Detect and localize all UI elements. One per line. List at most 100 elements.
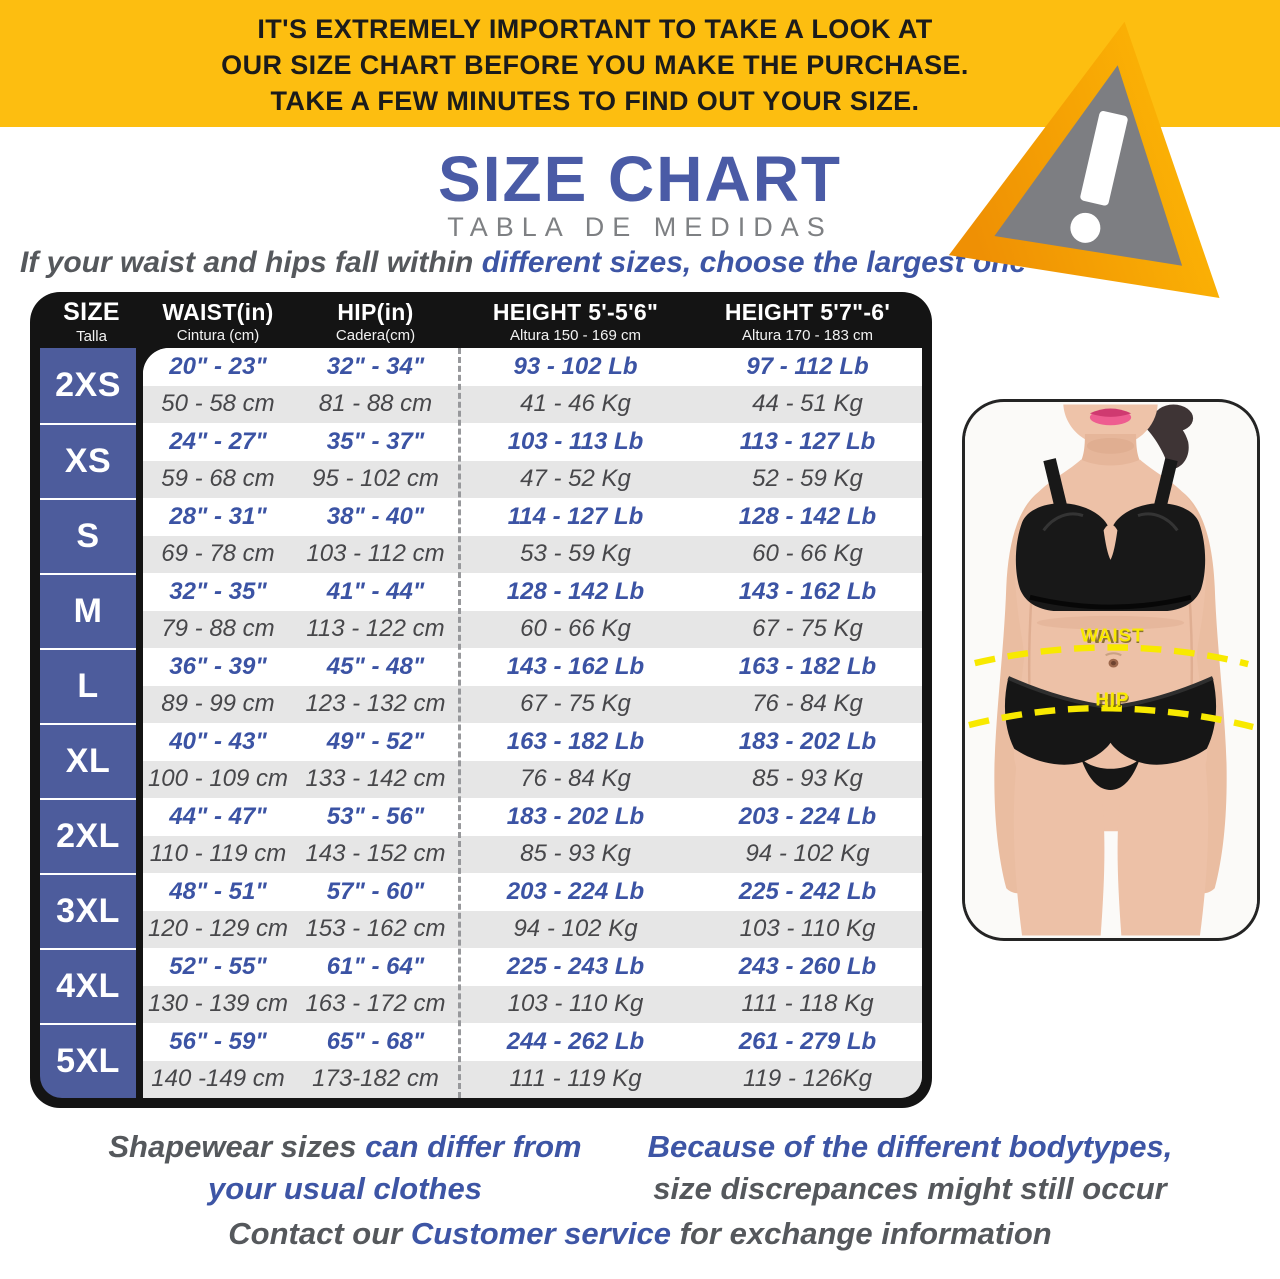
table-cell: 128 - 142 Lb — [506, 577, 645, 605]
table-cell: 85 - 93 Kg — [520, 840, 631, 868]
size-label-5XL: 5XL — [40, 1023, 136, 1098]
table-cell: 163 - 182 Lb — [506, 727, 645, 755]
measurements-panel: 20" - 23" 32" - 34" 93 - 102 Lb 97 - 112 Lb… — [143, 348, 922, 1098]
sizing-instruction: If your waist and hips fall within diffe… — [20, 246, 1026, 280]
page-subtitle: TABLA DE MEDIDAS — [447, 212, 833, 242]
warning-banner: IT'S EXTREMELY IMPORTANT TO TAKE A LOOK … — [0, 0, 1280, 127]
table-cell: 48" - 51" — [169, 877, 267, 905]
size-label-XL: XL — [40, 723, 136, 798]
table-cell: 120 - 129 cm — [147, 915, 289, 943]
table-cell: 47 - 52 Kg — [520, 465, 631, 493]
banner-line-1: IT'S EXTREMELY IMPORTANT TO TAKE A LOOK … — [257, 13, 933, 44]
table-cell: 65" - 68" — [326, 1027, 425, 1055]
table-cell: 103 - 113 Lb — [507, 427, 644, 455]
table-cell: 81 - 88 cm — [318, 390, 433, 418]
size-label-M: M — [40, 573, 136, 648]
table-cell: 60 - 66 Kg — [752, 540, 863, 568]
table-cell: 95 - 102 cm — [312, 465, 439, 493]
table-cell: 103 - 110 Kg — [739, 915, 876, 943]
table-row-L-imperial: 36" - 39" 45" - 48" 143 - 162 Lb 163 - 182 … — [143, 648, 922, 686]
table-cell: 140 -149 cm — [151, 1065, 285, 1093]
table-cell: 103 - 112 cm — [306, 540, 445, 568]
table-cell: 143 - 162 Lb — [506, 652, 645, 680]
model-photo: WAIST WAIST HIP HIP — [962, 399, 1260, 941]
table-cell: 143 - 152 cm — [305, 840, 446, 868]
header-hip: HIP(in) Cadera(cm) — [335, 298, 416, 344]
table-cell: 24" - 27" — [169, 427, 267, 455]
table-cell: 89 - 99 cm — [161, 690, 275, 718]
table-row-2XS-imperial: 20" - 23" 32" - 34" 93 - 102 Lb 97 - 112 Lb — [143, 348, 922, 386]
table-cell: 110 - 119 cm — [149, 840, 287, 868]
table-cell: 59 - 68 cm — [161, 465, 275, 493]
footer-note-right: Because of the different bodytypes, size … — [645, 1126, 1175, 1210]
banner-line-3: TAKE A FEW MINUTES TO FIND OUT YOUR SIZE… — [270, 85, 920, 116]
table-row-5XL-imperial: 56" - 59" 65" - 68" 244 - 262 Lb 261 - 279 … — [143, 1023, 922, 1061]
footer-left-blue-2: your usual clothes — [208, 1171, 482, 1206]
model-figure-illustration: WAIST WAIST HIP HIP — [965, 404, 1257, 936]
contact-customer-service: Customer service — [410, 1216, 680, 1251]
size-table-header: SIZE Talla WAIST(in) Cintura (cm) HIP(in… — [40, 292, 922, 348]
table-cell: 85 - 93 Kg — [752, 765, 863, 793]
table-cell: 111 - 119 Kg — [509, 1065, 642, 1093]
table-cell: 119 - 126Kg — [743, 1065, 872, 1093]
table-cell: 67 - 75 Kg — [520, 690, 631, 718]
table-cell: 243 - 260 Lb — [738, 952, 877, 980]
table-cell: 76 - 84 Kg — [520, 765, 631, 793]
size-table-body: 2XS XS S M L XL 2XL 3XL 4XL 5XL 20" - 23" 32" - 34… — [40, 348, 922, 1098]
table-cell: 261 - 279 Lb — [738, 1027, 877, 1055]
table-cell: 113 - 127 Lb — [739, 427, 876, 455]
table-cell: 94 - 102 Kg — [513, 915, 638, 943]
table-cell: 44 - 51 Kg — [752, 390, 863, 418]
header-waist: WAIST(in) Cintura (cm) — [162, 298, 274, 344]
table-cell: 113 - 122 cm — [306, 615, 445, 643]
table-row-4XL-metric: 130 - 139 cm 163 - 172 cm 103 - 110 Kg 111 … — [143, 985, 922, 1023]
table-cell: 114 - 127 Lb — [507, 502, 644, 530]
table-row-L-metric: 89 - 99 cm 123 - 132 cm 67 - 75 Kg 76 - 84 … — [143, 685, 922, 723]
table-cell: 93 - 102 Lb — [513, 352, 638, 380]
table-row-S-imperial: 28" - 31" 38" - 40" 114 - 127 Lb 128 - 142 … — [143, 498, 922, 536]
table-cell: 32" - 35" — [169, 577, 267, 605]
contact-post: for exchange information — [679, 1216, 1052, 1251]
table-cell: 60 - 66 Kg — [520, 615, 631, 643]
page-title: SIZE CHART — [438, 143, 842, 215]
size-label-3XL: 3XL — [40, 873, 136, 948]
table-cell: 52" - 55" — [169, 952, 267, 980]
table-cell: 52 - 59 Kg — [752, 465, 863, 493]
size-table: SIZE Talla WAIST(in) Cintura (cm) HIP(in… — [30, 292, 932, 1108]
instruction-normal: If your waist and hips fall within — [20, 246, 482, 279]
footer-note-left: Shapewear sizes can differ from your usua… — [60, 1126, 630, 1210]
table-row-S-metric: 69 - 78 cm 103 - 112 cm 53 - 59 Kg 60 - 66 … — [143, 535, 922, 573]
table-cell: 133 - 142 cm — [305, 765, 446, 793]
size-label-XS: XS — [40, 423, 136, 498]
table-cell: 40" - 43" — [169, 727, 267, 755]
table-cell: 130 - 139 cm — [147, 990, 289, 1018]
table-cell: 128 - 142 Lb — [738, 502, 877, 530]
table-cell: 36" - 39" — [169, 652, 267, 680]
table-cell: 53" - 56" — [326, 802, 425, 830]
table-row-2XS-metric: 50 - 58 cm 81 - 88 cm 41 - 46 Kg 44 - 51 Kg — [143, 385, 922, 423]
table-cell: 41" - 44" — [326, 577, 425, 605]
table-cell: 32" - 34" — [326, 352, 425, 380]
table-cell: 79 - 88 cm — [161, 615, 275, 643]
table-row-XL-metric: 100 - 109 cm 133 - 142 cm 76 - 84 Kg 85 - 9… — [143, 760, 922, 798]
table-cell: 28" - 31" — [169, 502, 267, 530]
footer-left-gray: Shapewear sizes — [108, 1129, 366, 1164]
header-height-tall: HEIGHT 5'7"-6' Altura 170 - 183 cm — [724, 298, 891, 344]
footer-right-gray: size discrepances might still occur — [653, 1171, 1167, 1206]
table-cell: 49" - 52" — [326, 727, 425, 755]
size-label-2XS: 2XS — [55, 366, 121, 404]
table-row-M-metric: 79 - 88 cm 113 - 122 cm 60 - 66 Kg 67 - 75 … — [143, 610, 922, 648]
table-row-5XL-metric: 140 -149 cm 173-182 cm 111 - 119 Kg 119 - 1… — [143, 1060, 922, 1098]
contact-note: Contact our Customer service for exchang… — [0, 1216, 1280, 1252]
table-cell: 103 - 110 Kg — [507, 990, 644, 1018]
table-row-2XL-imperial: 44" - 47" 53" - 56" 183 - 202 Lb 203 - 224 … — [143, 798, 922, 836]
table-cell: 61" - 64" — [326, 952, 425, 980]
header-height-short: HEIGHT 5'-5'6" Altura 150 - 169 cm — [492, 298, 659, 344]
table-row-M-imperial: 32" - 35" 41" - 44" 128 - 142 Lb 143 - 162 … — [143, 573, 922, 611]
table-cell: 45" - 48" — [326, 652, 425, 680]
banner-line-2: OUR SIZE CHART BEFORE YOU MAKE THE PURCH… — [221, 49, 969, 80]
hip-label: HIP — [1095, 688, 1129, 709]
table-cell: 111 - 118 Kg — [741, 990, 874, 1018]
table-cell: 97 - 112 Lb — [746, 352, 869, 380]
table-row-3XL-imperial: 48" - 51" 57" - 60" 203 - 224 Lb 225 - 242 … — [143, 873, 922, 911]
